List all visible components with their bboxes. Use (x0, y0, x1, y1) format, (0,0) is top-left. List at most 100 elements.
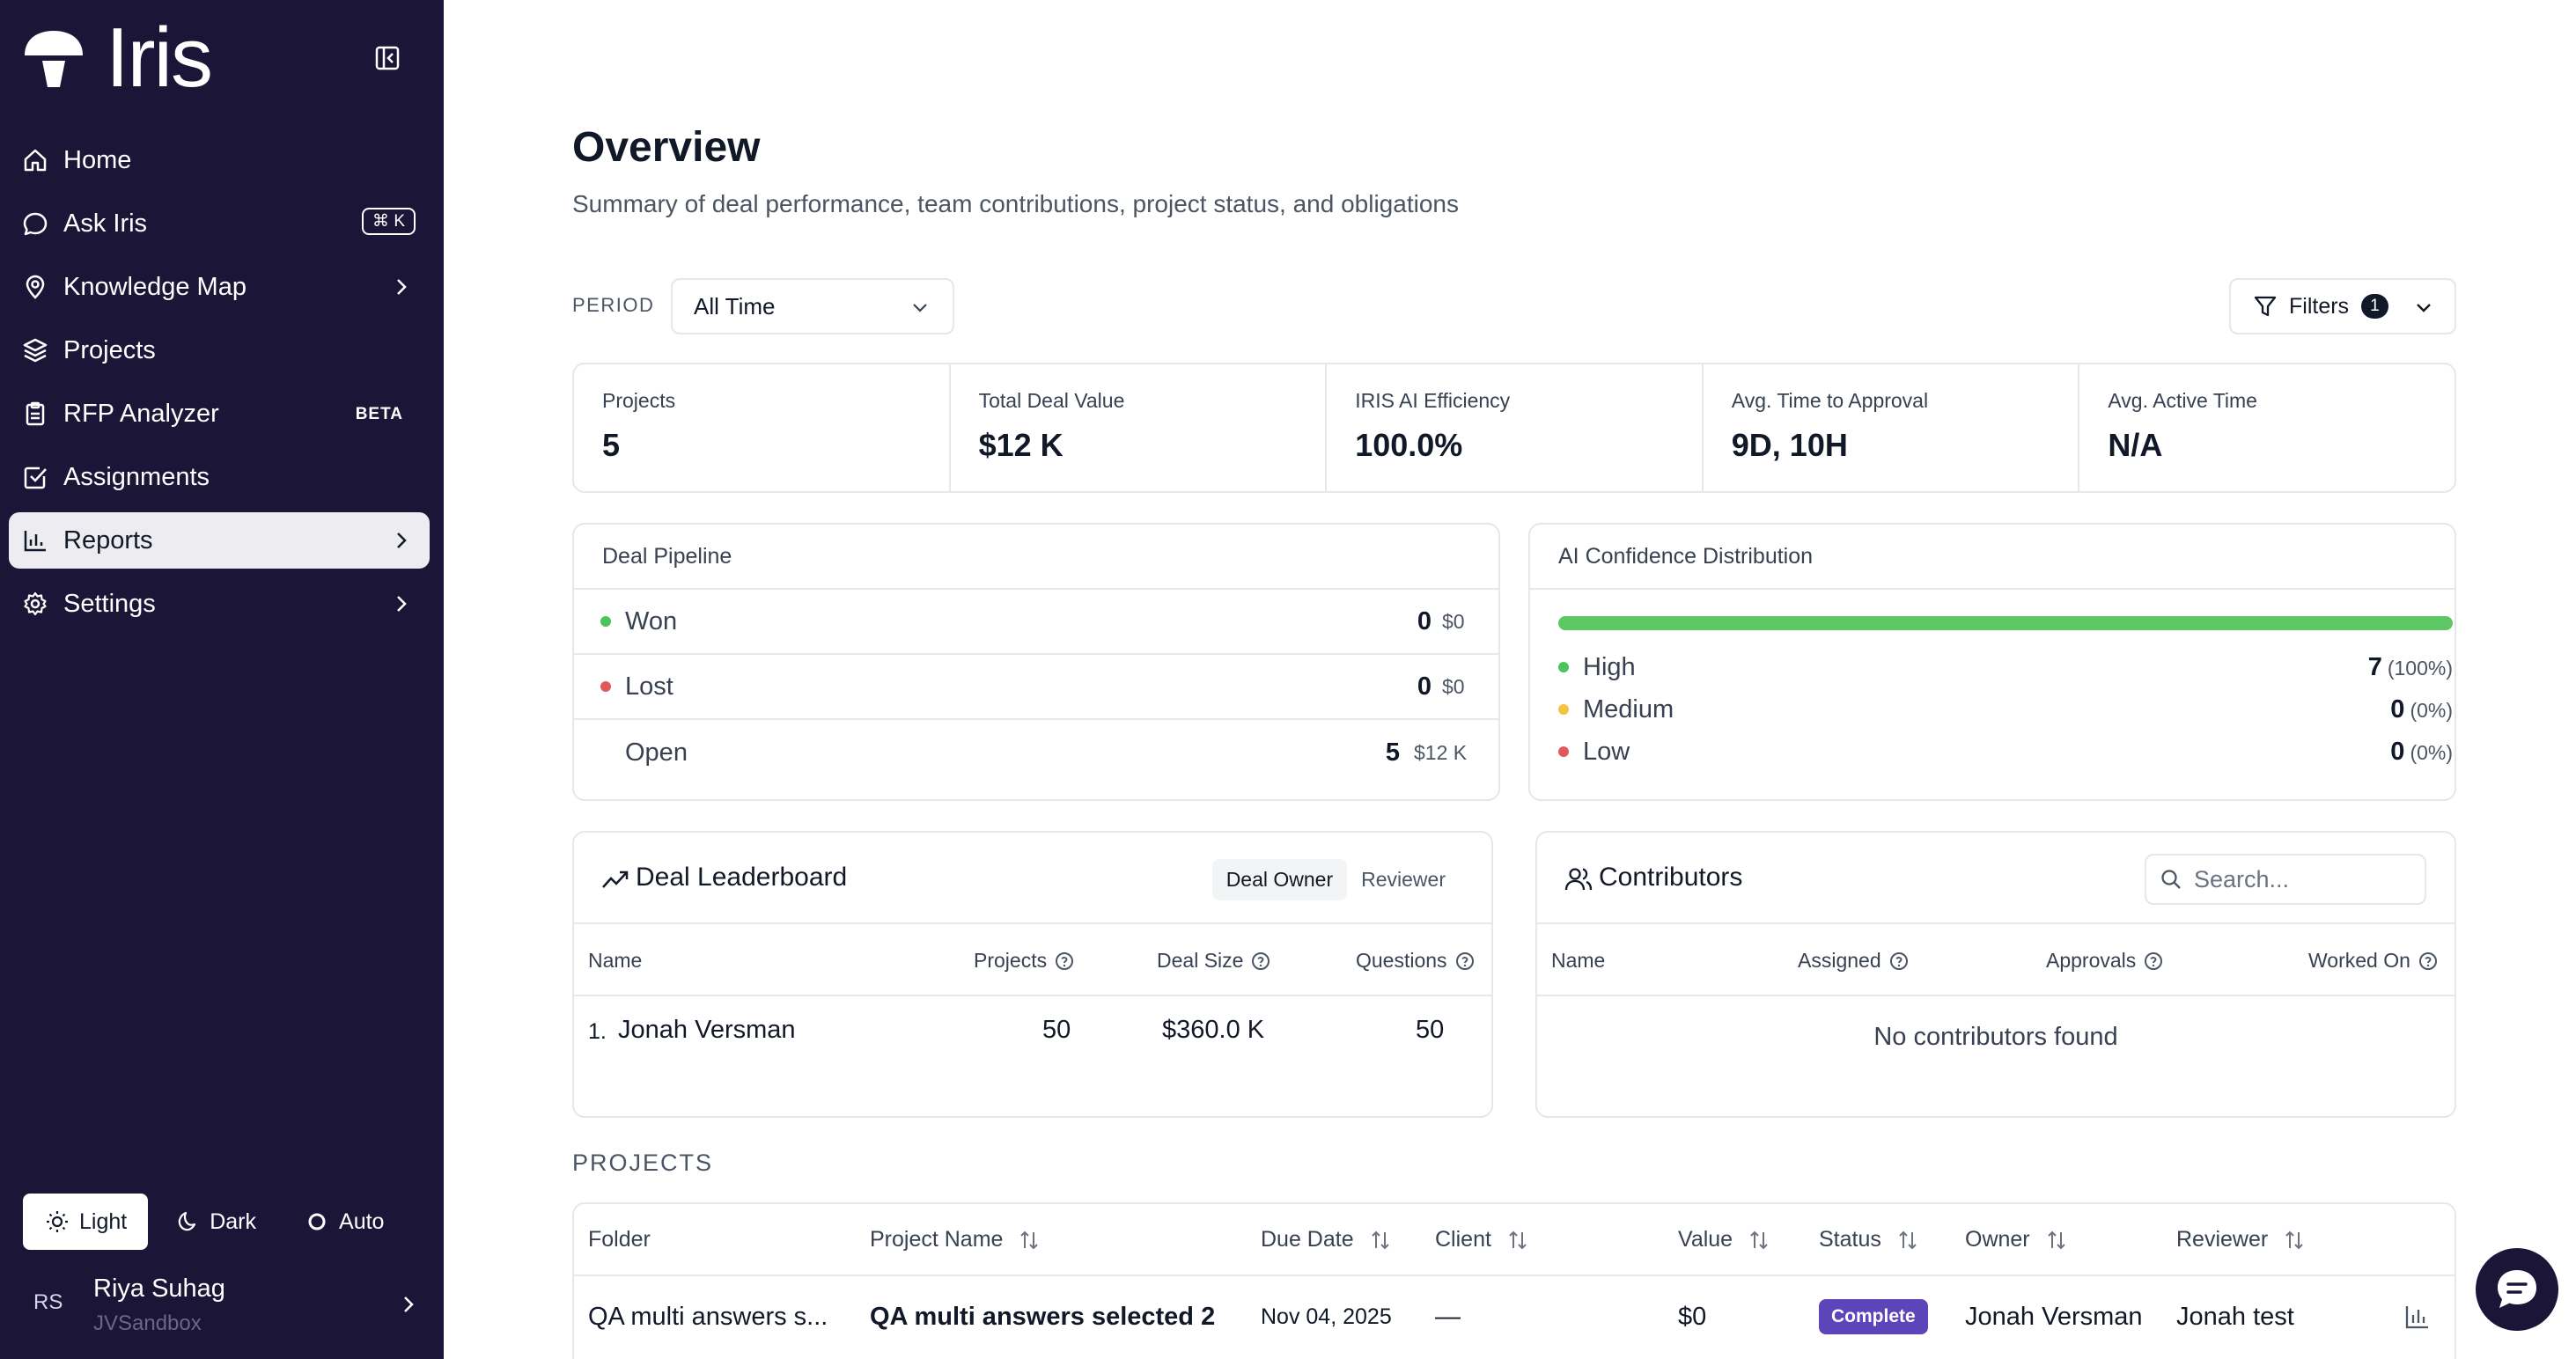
deal-leaderboard-card: Deal Leaderboard Deal Owner Reviewer Nam… (572, 831, 1493, 1118)
status-dot (1558, 746, 1569, 757)
theme-auto-label: Auto (339, 1208, 385, 1234)
sort-icon (1371, 1230, 1389, 1249)
sidebar-item-home[interactable]: Home (9, 132, 430, 188)
filter-icon (2252, 292, 2280, 320)
beta-badge: BETA (355, 405, 403, 423)
theme-light-label: Light (79, 1208, 128, 1234)
stat-label: Avg. Active Time (2108, 389, 2257, 412)
theme-dark-button[interactable]: Dark (153, 1194, 277, 1250)
column-header-owner[interactable]: Owner (1965, 1227, 2069, 1252)
contributors-search-input[interactable]: Search... (2145, 854, 2426, 905)
map-pin-icon (21, 273, 49, 301)
stat-label: IRIS AI Efficiency (1355, 389, 1511, 412)
status-badge: Complete (1819, 1299, 1928, 1334)
column-header-folder: Folder (588, 1227, 651, 1252)
sort-icon (1509, 1230, 1527, 1249)
column-header-project-name[interactable]: Project Name (870, 1227, 1041, 1252)
help-circle-icon[interactable] (1054, 951, 1075, 972)
iris-logo[interactable]: Iris (21, 16, 213, 100)
table-header: Name Assigned Approvals Worked On (1537, 924, 2455, 996)
stat-projects: Projects 5 (574, 364, 951, 491)
stat-value: 100.0% (1355, 427, 1463, 463)
confidence-count: 7 (2367, 652, 2382, 681)
sidebar-item-settings[interactable]: Settings (9, 576, 430, 632)
confidence-row-medium: Medium 0 (0%) (1558, 692, 2453, 727)
sidebar-item-rfp-analyzer[interactable]: RFP Analyzer BETA (9, 386, 430, 442)
column-header-reviewer[interactable]: Reviewer (2176, 1227, 2307, 1252)
stat-value: $12 K (978, 427, 1064, 463)
column-header-due-date[interactable]: Due Date (1261, 1227, 1393, 1252)
table-row[interactable]: QA multi answers s... QA multi answers s… (574, 1276, 2455, 1359)
table-row[interactable]: 1. Jonah Versman 50 $360.0 K 50 (574, 996, 1491, 1061)
theme-auto-button[interactable]: Auto (283, 1194, 405, 1250)
stat-value: 9D, 10H (1731, 427, 1848, 463)
pipeline-row-lost: Lost 0 $0 (574, 655, 1498, 720)
help-circle-icon[interactable] (1250, 951, 1271, 972)
main-content: Overview Summary of deal performance, te… (444, 0, 2576, 1359)
sidebar-item-projects[interactable]: Projects (9, 322, 430, 378)
tab-deal-owner[interactable]: Deal Owner (1211, 859, 1348, 900)
user-menu[interactable]: RS Riya Suhag JVSandbox (23, 1267, 428, 1347)
sort-icon (2285, 1230, 2303, 1249)
table-header: Name Projects Deal Size Questions (574, 924, 1491, 996)
confidence-label: High (1583, 652, 1636, 681)
chevron-down-icon (2417, 304, 2431, 312)
project-name-link[interactable]: QA multi answers selected 2 (870, 1303, 1216, 1331)
stat-ai-efficiency: IRIS AI Efficiency 100.0% (1327, 364, 1704, 491)
pipeline-count: 0 (1417, 672, 1432, 701)
status-dot (600, 747, 611, 758)
table-header: Folder Project Name Due Date Client Valu… (574, 1204, 2455, 1276)
search-icon (2161, 870, 2181, 889)
status-dot (600, 616, 611, 627)
help-circle-icon[interactable] (1454, 951, 1476, 972)
pipeline-amount: $0 (1442, 609, 1465, 633)
status-dot (1558, 662, 1569, 672)
sidebar-item-assignments[interactable]: Assignments (9, 449, 430, 505)
pipeline-amount: $12 K (1414, 740, 1468, 764)
theme-light-button[interactable]: Light (23, 1194, 149, 1250)
stat-value: N/A (2108, 427, 2163, 463)
pipeline-count: 0 (1417, 606, 1432, 635)
app-name: Iris (106, 11, 213, 105)
column-header-value[interactable]: Value (1678, 1227, 1771, 1252)
projects-count: 50 (1042, 1016, 1071, 1044)
card-title: Deal Pipeline (574, 525, 1498, 590)
help-circle-icon[interactable] (2418, 951, 2439, 972)
column-label: Worked On (2308, 949, 2410, 972)
sidebar-collapse-icon (375, 46, 400, 70)
column-label: Project Name (870, 1227, 1004, 1252)
sidebar-item-ask-iris[interactable]: Ask Iris ⌘ K (9, 195, 430, 252)
sidebar-item-knowledge-map[interactable]: Knowledge Map (9, 259, 430, 315)
help-circle-icon[interactable] (1888, 951, 1910, 972)
column-label: Reviewer (2176, 1227, 2269, 1252)
card-header: Deal Leaderboard Deal Owner Reviewer (574, 833, 1491, 924)
sidebar-item-label: Knowledge Map (63, 272, 247, 301)
card-title: Contributors (1599, 863, 1743, 892)
sidebar-item-label: RFP Analyzer (63, 399, 219, 428)
confidence-pct: (0%) (2410, 740, 2453, 764)
sidebar-item-label: Home (63, 145, 132, 174)
filters-button[interactable]: Filters 1 (2229, 278, 2456, 334)
column-header-assigned: Assigned (1798, 949, 1910, 973)
confidence-pct: (100%) (2387, 656, 2453, 680)
status-dot (600, 681, 611, 692)
help-circle-icon[interactable] (2143, 951, 2164, 972)
filters-count-badge: 1 (2361, 294, 2388, 319)
column-header-client[interactable]: Client (1435, 1227, 1530, 1252)
stat-label: Avg. Time to Approval (1731, 389, 1929, 412)
pipeline-label: Lost (625, 672, 673, 701)
column-header-status[interactable]: Status (1819, 1227, 1920, 1252)
pipeline-amount: $0 (1442, 674, 1465, 698)
collapse-sidebar-button[interactable] (373, 44, 401, 72)
gear-icon (21, 590, 49, 618)
period-select[interactable]: All Time (671, 278, 954, 334)
stat-avg-active-time: Avg. Active Time N/A (2079, 364, 2455, 491)
column-label: Projects (974, 949, 1048, 972)
chat-support-button[interactable] (2476, 1248, 2558, 1331)
tab-reviewer[interactable]: Reviewer (1361, 868, 1446, 891)
trending-up-icon (602, 870, 629, 888)
card-title: Deal Leaderboard (636, 863, 848, 892)
column-label: Deal Size (1157, 949, 1244, 972)
bar-chart-icon[interactable] (2403, 1303, 2432, 1331)
sidebar-item-reports[interactable]: Reports (9, 512, 430, 569)
